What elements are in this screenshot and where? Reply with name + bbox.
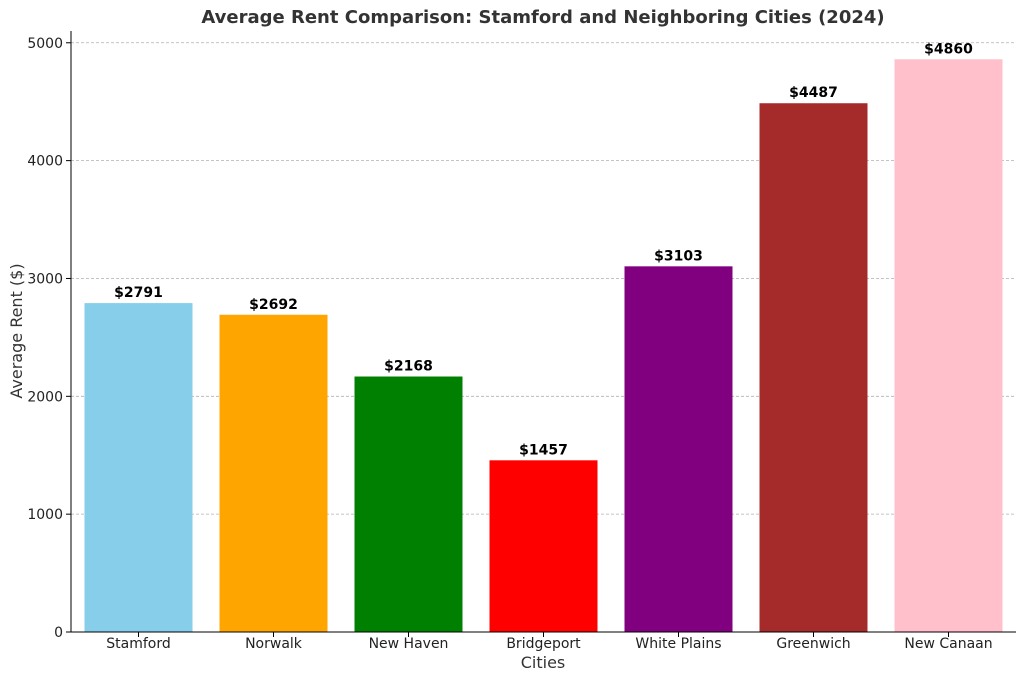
bar (219, 314, 328, 632)
bar (84, 303, 193, 632)
bar (759, 103, 868, 632)
bar-value-label: $1457 (519, 442, 568, 458)
y-tick-label: 3000 (27, 271, 63, 287)
bar-value-label: $2791 (114, 285, 163, 301)
bar-value-label: $4487 (789, 85, 838, 101)
x-tick-label: New Haven (369, 636, 449, 652)
bar-value-labels: $2791 $2692 $2168 $1457 $3103 $4487 $4860 (114, 41, 973, 458)
x-axis-label: Cities (521, 653, 566, 672)
bar-value-label: $2692 (249, 297, 298, 313)
bars (84, 59, 1003, 633)
x-tick-label: Greenwich (776, 636, 850, 652)
y-tick-label: 5000 (27, 36, 63, 52)
x-tick-label: New Canaan (904, 636, 992, 652)
bar (624, 266, 733, 632)
bar (894, 59, 1003, 633)
bar-value-label: $4860 (924, 41, 973, 57)
chart-title: Average Rent Comparison: Stamford and Ne… (201, 7, 884, 28)
y-tick-label: 0 (54, 625, 63, 641)
x-tick-label: White Plains (635, 636, 721, 652)
y-tick-label: 4000 (27, 154, 63, 170)
bar (354, 376, 463, 632)
x-tick-label: Bridgeport (506, 636, 581, 652)
x-tick-label: Norwalk (245, 636, 303, 652)
bar-value-label: $3103 (654, 248, 703, 264)
bar-value-label: $2168 (384, 359, 433, 375)
bar (489, 460, 598, 632)
axes: 0 1000 2000 3000 4000 5000 Stamford Norwalk New … (27, 31, 1016, 652)
x-tick-label: Stamford (106, 636, 170, 652)
y-axis-label: Average Rent ($) (7, 263, 26, 398)
y-tick-label: 2000 (27, 389, 63, 405)
y-tick-label: 1000 (27, 507, 63, 523)
